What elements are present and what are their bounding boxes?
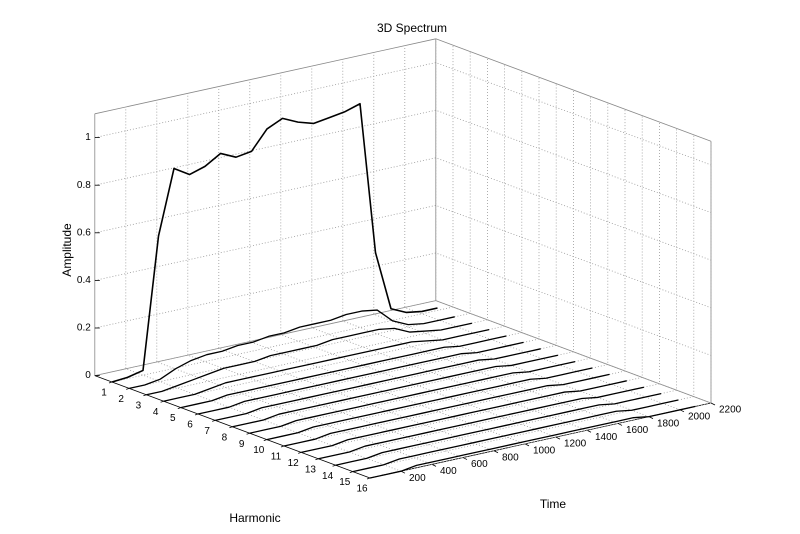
z-tick-label: 0.8 — [77, 180, 91, 191]
y-tick — [126, 388, 130, 390]
x-tick — [493, 450, 499, 454]
series-line — [163, 328, 490, 402]
x-tick — [586, 429, 592, 433]
y-tick — [366, 477, 371, 480]
x-tick — [710, 402, 716, 406]
series-line — [197, 341, 524, 415]
y-tick — [298, 452, 302, 454]
y-tick-label: 10 — [253, 445, 265, 456]
series-line — [283, 373, 610, 447]
series-line — [111, 102, 438, 383]
y-tick-label: 6 — [187, 420, 193, 431]
y-tick — [160, 400, 164, 403]
grid-line — [125, 106, 402, 472]
x-tick-label: 1200 — [564, 439, 587, 450]
y-tick — [177, 407, 181, 409]
y-tick-label: 15 — [339, 477, 351, 488]
y-tick — [263, 439, 267, 441]
grid-line — [311, 66, 588, 431]
series-line — [318, 386, 645, 460]
y-tick-label: 4 — [153, 407, 159, 418]
y-tick — [349, 471, 353, 473]
series-line — [215, 348, 541, 422]
axis-edge — [94, 38, 436, 115]
y-tick-label: 12 — [288, 458, 300, 469]
series-line — [146, 322, 473, 396]
x-tick — [462, 457, 468, 460]
grid-line — [249, 79, 526, 445]
x-tick-label: 600 — [471, 459, 488, 470]
y-tick-label: 9 — [239, 439, 245, 450]
grid-line — [404, 45, 681, 411]
grid-line — [342, 59, 619, 424]
series-line — [180, 335, 507, 409]
y-tick-label: 1 — [101, 388, 107, 399]
y-tick — [212, 420, 216, 422]
series-line — [266, 367, 593, 441]
x-tick — [617, 423, 623, 426]
x-tick-label: 400 — [440, 466, 457, 477]
y-tick — [108, 381, 113, 384]
y-tick — [194, 413, 199, 416]
y-tick-label: 8 — [222, 432, 228, 443]
y-tick — [332, 464, 336, 467]
grid-line — [218, 86, 495, 452]
x-tick — [524, 443, 530, 447]
y-axis-label: Harmonic — [229, 511, 280, 525]
series-line — [369, 405, 696, 479]
x-tick-label: 1600 — [626, 425, 649, 436]
series-line — [232, 354, 559, 428]
x-tick-label: 1400 — [595, 432, 618, 443]
y-tick-label: 2 — [118, 394, 124, 405]
grid-line — [187, 93, 464, 458]
x-tick-label: 200 — [409, 473, 426, 484]
axis-edge — [435, 38, 712, 142]
x-tick-label: 1800 — [657, 418, 680, 429]
series-line — [335, 392, 662, 466]
y-tick — [143, 394, 147, 397]
z-tick-label: 0.4 — [77, 275, 91, 286]
series-line — [249, 360, 576, 434]
chart-title: 3D Spectrum — [377, 21, 447, 35]
series-line — [301, 380, 627, 454]
x-tick-label: 800 — [502, 452, 519, 463]
y-tick-label: 7 — [204, 426, 210, 437]
y-tick — [315, 458, 319, 461]
grid-line — [156, 100, 433, 465]
x-tick — [555, 436, 561, 440]
y-tick-label: 5 — [170, 413, 176, 424]
z-tick-label: 0.6 — [77, 227, 91, 238]
y-tick — [229, 426, 233, 429]
x-tick-label: 1000 — [533, 446, 556, 457]
y-tick-label: 13 — [305, 464, 317, 475]
grid-line — [280, 72, 557, 438]
series-line — [129, 309, 455, 390]
y-tick-label: 11 — [271, 452, 282, 463]
grid-line — [373, 52, 650, 418]
y-tick-label: 16 — [356, 484, 368, 495]
series-line — [352, 399, 679, 473]
z-tick-label: 0 — [85, 370, 91, 381]
z-tick-label: 1 — [85, 132, 91, 143]
y-tick-label: 3 — [136, 400, 142, 411]
x-tick — [431, 464, 437, 467]
z-tick-label: 0.2 — [77, 323, 91, 334]
z-axis-label: Amplitude — [60, 223, 74, 277]
grid-line — [435, 38, 712, 404]
y-tick — [280, 445, 285, 448]
x-axis-label: Time — [540, 497, 567, 511]
y-tick-label: 14 — [322, 471, 334, 482]
x-tick-label: 2000 — [688, 411, 711, 422]
x-tick-label: 2200 — [719, 405, 742, 416]
y-tick — [246, 432, 250, 435]
